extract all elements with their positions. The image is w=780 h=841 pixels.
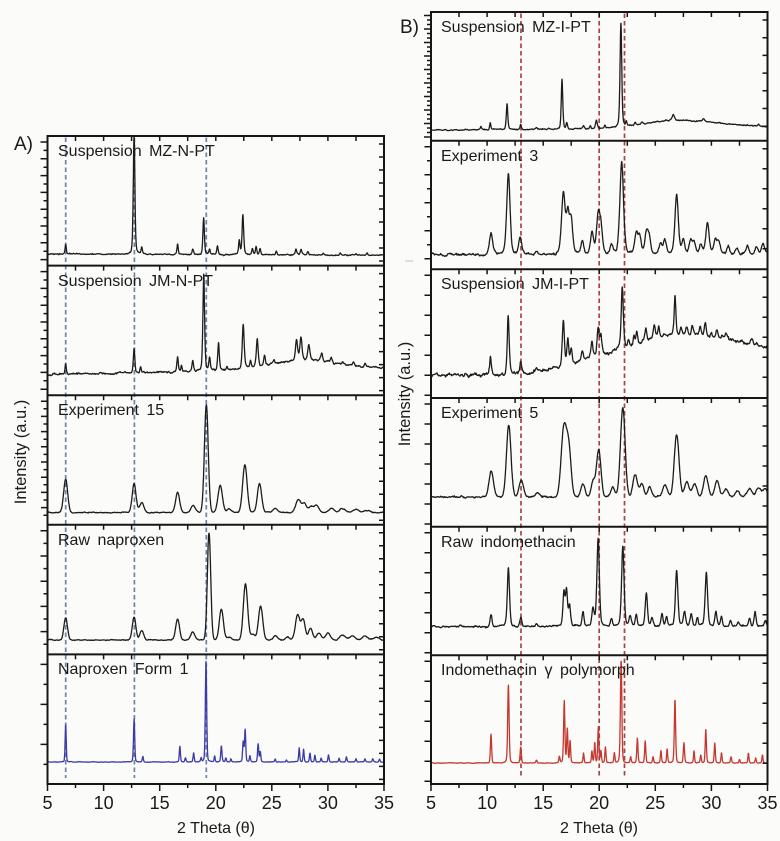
svg-text:20: 20 <box>206 793 226 813</box>
svg-text:15: 15 <box>150 793 170 813</box>
svg-text:30: 30 <box>318 793 338 813</box>
svg-text:Naproxen Form 1: Naproxen Form 1 <box>58 661 189 678</box>
svg-text:5: 5 <box>426 793 436 813</box>
svg-text:25: 25 <box>645 793 665 813</box>
svg-text:5: 5 <box>42 793 52 813</box>
svg-text:A): A) <box>14 134 33 155</box>
svg-text:Suspension MZ-I-PT: Suspension MZ-I-PT <box>441 19 591 36</box>
svg-text:Raw naproxen: Raw naproxen <box>58 532 164 549</box>
svg-text:30: 30 <box>701 793 721 813</box>
svg-text:B): B) <box>400 17 419 38</box>
svg-text:Suspension JM-I-PT: Suspension JM-I-PT <box>441 276 589 293</box>
svg-text:Indomethacin γ polymorph: Indomethacin γ polymorph <box>441 662 635 679</box>
svg-text:35: 35 <box>757 793 777 813</box>
svg-text:Experiment 3: Experiment 3 <box>441 148 538 165</box>
svg-text:20: 20 <box>589 793 609 813</box>
svg-text:35: 35 <box>374 793 394 813</box>
svg-text:10: 10 <box>477 793 497 813</box>
svg-text:Intensity (a.u.): Intensity (a.u.) <box>396 342 414 447</box>
svg-text:10: 10 <box>94 793 114 813</box>
svg-text:Raw indomethacin: Raw indomethacin <box>441 534 576 551</box>
svg-text:Experiment 15: Experiment 15 <box>58 402 164 419</box>
svg-text:2 Theta (θ): 2 Theta (θ) <box>177 820 255 837</box>
svg-text:Intensity (a.u.): Intensity (a.u.) <box>12 400 30 505</box>
svg-text:Experiment 5: Experiment 5 <box>441 405 538 422</box>
svg-text:Suspension JM-N-PT: Suspension JM-N-PT <box>58 273 213 290</box>
svg-text:2 Theta (θ): 2 Theta (θ) <box>560 820 638 837</box>
svg-text:25: 25 <box>262 793 282 813</box>
svg-text:Suspension MZ-N-PT: Suspension MZ-N-PT <box>58 143 215 160</box>
svg-text:15: 15 <box>533 793 553 813</box>
